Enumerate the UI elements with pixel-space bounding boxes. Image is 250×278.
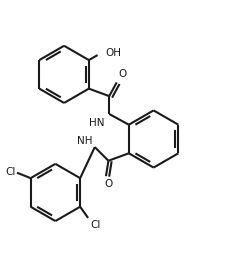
Text: Cl: Cl [5,167,16,177]
Text: HN: HN [89,118,104,128]
Text: O: O [104,179,112,189]
Text: NH: NH [77,136,93,146]
Text: OH: OH [105,48,121,58]
Text: O: O [119,70,127,80]
Text: Cl: Cl [90,220,101,230]
